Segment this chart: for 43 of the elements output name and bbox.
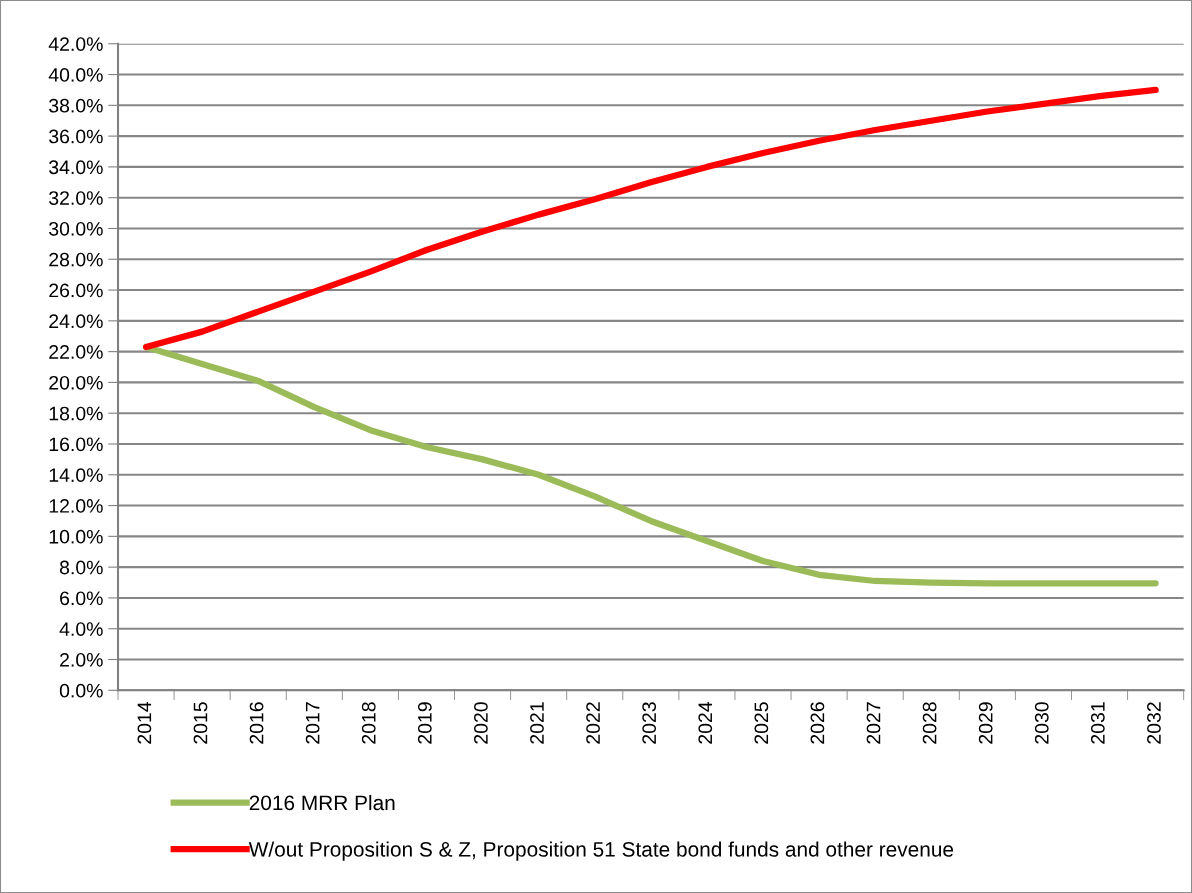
- x-tick-label: 2018: [361, 702, 376, 744]
- y-tick-label: 18.0%: [49, 406, 103, 421]
- legend-label: 2016 MRR Plan: [249, 794, 395, 811]
- y-tick-label: 42.0%: [48, 37, 103, 51]
- y-tick-label: 0.0%: [59, 683, 103, 698]
- y-tick-label: 8.0%: [59, 560, 103, 575]
- x-tick-label: 2024: [698, 701, 713, 744]
- x-tick-label: 2028: [922, 702, 937, 744]
- x-tick-label: 2023: [642, 702, 657, 744]
- y-tick-label: 26.0%: [49, 283, 103, 298]
- y-tick-label: 32.0%: [49, 191, 103, 205]
- y-tick-label: 12.0%: [49, 499, 103, 513]
- y-tick-label: 20.0%: [49, 375, 103, 390]
- y-tick-label: 36.0%: [49, 129, 103, 144]
- y-tick-label: 14.0%: [49, 468, 103, 483]
- y-tick-label: 6.0%: [60, 591, 103, 606]
- x-tick-label: 2022: [586, 702, 600, 744]
- x-tick-label: 2027: [866, 702, 881, 744]
- x-tick-label: 2014: [137, 701, 152, 744]
- legend-label: W/out Proposition S & Z, Proposition 51 State bond funds and other revenue: [248, 841, 954, 861]
- y-tick-label: 4.0%: [59, 622, 103, 636]
- x-tick-label: 2029: [978, 702, 993, 744]
- y-tick-label: 28.0%: [49, 252, 103, 267]
- y-tick-label: 24.0%: [49, 314, 103, 329]
- x-tick-label: 2020: [474, 702, 488, 744]
- y-tick-label: 40.0%: [48, 68, 103, 82]
- y-tick-label: 22.0%: [49, 345, 103, 359]
- y-tick-label: 30.0%: [49, 221, 103, 236]
- y-tick-label: 2.0%: [60, 652, 103, 667]
- x-tick-label: 2031: [1090, 702, 1105, 744]
- y-tick-label: 38.0%: [49, 98, 103, 113]
- x-tick-label: 2019: [417, 702, 432, 744]
- x-tick-label: 2017: [305, 702, 320, 744]
- x-tick-label: 2032: [1147, 702, 1161, 744]
- y-tick-label: 34.0%: [49, 160, 103, 175]
- x-tick-label: 2015: [193, 702, 208, 744]
- y-tick-label: 16.0%: [49, 437, 103, 452]
- x-tick-label: 2016: [249, 702, 264, 744]
- x-tick-label: 2030: [1034, 702, 1049, 744]
- x-tick-label: 2021: [530, 702, 544, 744]
- y-tick-label: 10.0%: [49, 529, 103, 544]
- x-tick-label: 2026: [810, 702, 825, 744]
- x-tick-label: 2025: [754, 702, 769, 744]
